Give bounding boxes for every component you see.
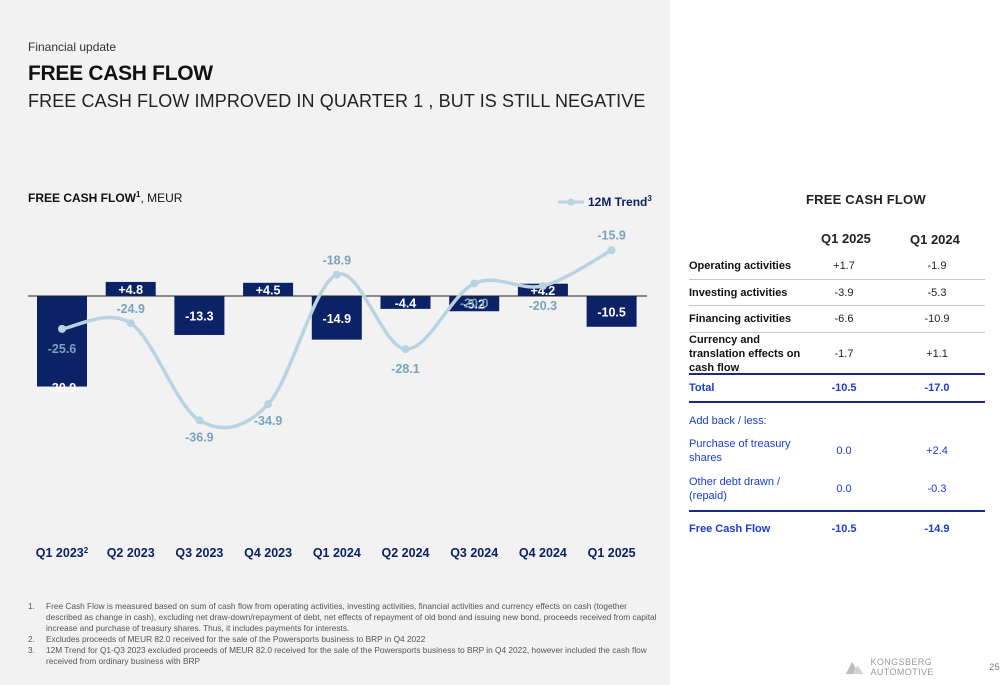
x-tick-label: Q2 2023 [107, 546, 155, 560]
chart-title-sup: 1 [136, 190, 141, 199]
chart-title: FREE CASH FLOW1, MEUR [28, 190, 182, 205]
row-total: Total -10.5 -17.0 [689, 382, 950, 394]
x-tick-label: Q3 2024 [450, 546, 498, 560]
x-tick-label: Q3 2023 [175, 546, 223, 560]
kicker: Financial update [28, 40, 117, 54]
x-tick-label: Q1 2025 [588, 546, 636, 560]
trend-value-label: -28.1 [391, 362, 420, 376]
bar-q1-2023 [37, 296, 87, 387]
trend-point [58, 324, 66, 333]
page-subtitle: FREE CASH FLOW IMPROVED IN QUARTER 1 , B… [28, 91, 646, 111]
footnote-1: 1. Free Cash Flow is measured based on su… [28, 601, 657, 633]
x-tick-label: Q4 2023 [244, 546, 292, 560]
trend-value-label: -20.3 [529, 299, 558, 313]
divider [689, 305, 985, 306]
row-treasury: Purchase of treasury shares 0.0 +2.4 [689, 438, 948, 464]
divider [689, 401, 985, 403]
trend-point [264, 400, 273, 409]
bar-value-label: -10.5 [597, 305, 626, 319]
trend-value-label: -25.6 [48, 342, 77, 356]
brand-name: KONGSBERG AUTOMOTIVE [870, 657, 934, 677]
row-investing: Investing activities -3.9 -5.3 [689, 287, 947, 299]
bar-value-label: +4.5 [256, 283, 281, 297]
trend-point [332, 270, 341, 279]
right-panel [670, 0, 1000, 685]
col-head-q1-2025: Q1 2025 [821, 231, 871, 246]
trend-point [607, 246, 616, 255]
footnote-2: 2. Excludes proceeds of MEUR 82.0 receive… [28, 634, 426, 644]
trend-value-label: -15.9 [597, 228, 626, 242]
trend-value-label: -34.9 [254, 414, 283, 428]
trend-value-label: -24.9 [116, 302, 145, 316]
row-debt: Other debt drawn / (repaid) 0.0 -0.3 [689, 476, 947, 502]
divider [689, 279, 985, 280]
footer-brand: KONGSBERG AUTOMOTIVE 25 [845, 657, 1000, 677]
bar-value-label: +4.8 [118, 283, 143, 297]
bar-value-label: -13.3 [185, 309, 214, 323]
trend-point [538, 281, 547, 290]
footnotes: 1. Free Cash Flow is measured based on su… [28, 601, 658, 667]
table-title: FREE CASH FLOW [806, 192, 926, 207]
bar-q4-2023 [243, 282, 294, 296]
left-panel [0, 0, 670, 685]
bar-q2-2023 [105, 281, 156, 296]
chart-title-unit: , MEUR [140, 191, 183, 205]
x-tick-label: Q1 20232 [36, 546, 89, 561]
bar-q2-2024 [380, 296, 431, 309]
divider [689, 332, 985, 333]
trend-value-label: -20.0 [460, 297, 489, 311]
trend-point [401, 345, 410, 354]
row-free-cash-flow: Free Cash Flow -10.5 -14.9 [689, 523, 950, 535]
page-number: 25 [989, 662, 1000, 672]
kongsberg-logo-icon [845, 661, 864, 675]
bar-q1-2024 [311, 296, 362, 340]
row-financing: Financing activities -6.6 -10.9 [689, 313, 950, 325]
page-title: FREE CASH FLOW [28, 62, 213, 85]
trend-point [126, 319, 135, 328]
bar-value-label: -30.9 [48, 381, 77, 395]
row-addback: Add back / less: [689, 415, 767, 427]
row-currency: Currency and translation effects on cash… [689, 334, 948, 374]
bar-q3-2023 [174, 296, 225, 335]
cash-flow-chart: -30.9+4.8-13.3+4.5-14.9-4.4 -5.2+4.2-10.5… [28, 228, 647, 561]
chart-legend: 12M Trend3 [558, 194, 652, 209]
bar-q1-2025 [586, 296, 637, 327]
chart-title-bold: FREE CASH FLOW [28, 191, 136, 205]
col-head-q1-2024: Q1 2024 [910, 232, 960, 247]
x-tick-label: Q2 2024 [382, 546, 430, 560]
trend-point [195, 416, 204, 425]
bar-q3-2024 [449, 296, 500, 312]
x-tick-label: Q4 2024 [519, 546, 567, 560]
trend-point [470, 279, 479, 288]
bar-value-label: -5.2 [463, 298, 485, 312]
legend-label: 12M Trend3 [588, 194, 652, 209]
bar-value-label: -14.9 [323, 312, 352, 326]
trend-value-label: -36.9 [185, 430, 214, 444]
trend-value-label: -18.9 [323, 254, 352, 268]
bar-value-label: -4.4 [395, 296, 417, 310]
footnote-3: 3. 12M Trend for Q1-Q3 2023 excluded proc… [28, 645, 647, 666]
trend-legend-icon [558, 198, 584, 205]
divider [689, 510, 985, 512]
row-operating: Operating activities +1.7 -1.9 [689, 260, 947, 272]
x-tick-label: Q1 2024 [313, 546, 361, 560]
divider [689, 373, 985, 375]
